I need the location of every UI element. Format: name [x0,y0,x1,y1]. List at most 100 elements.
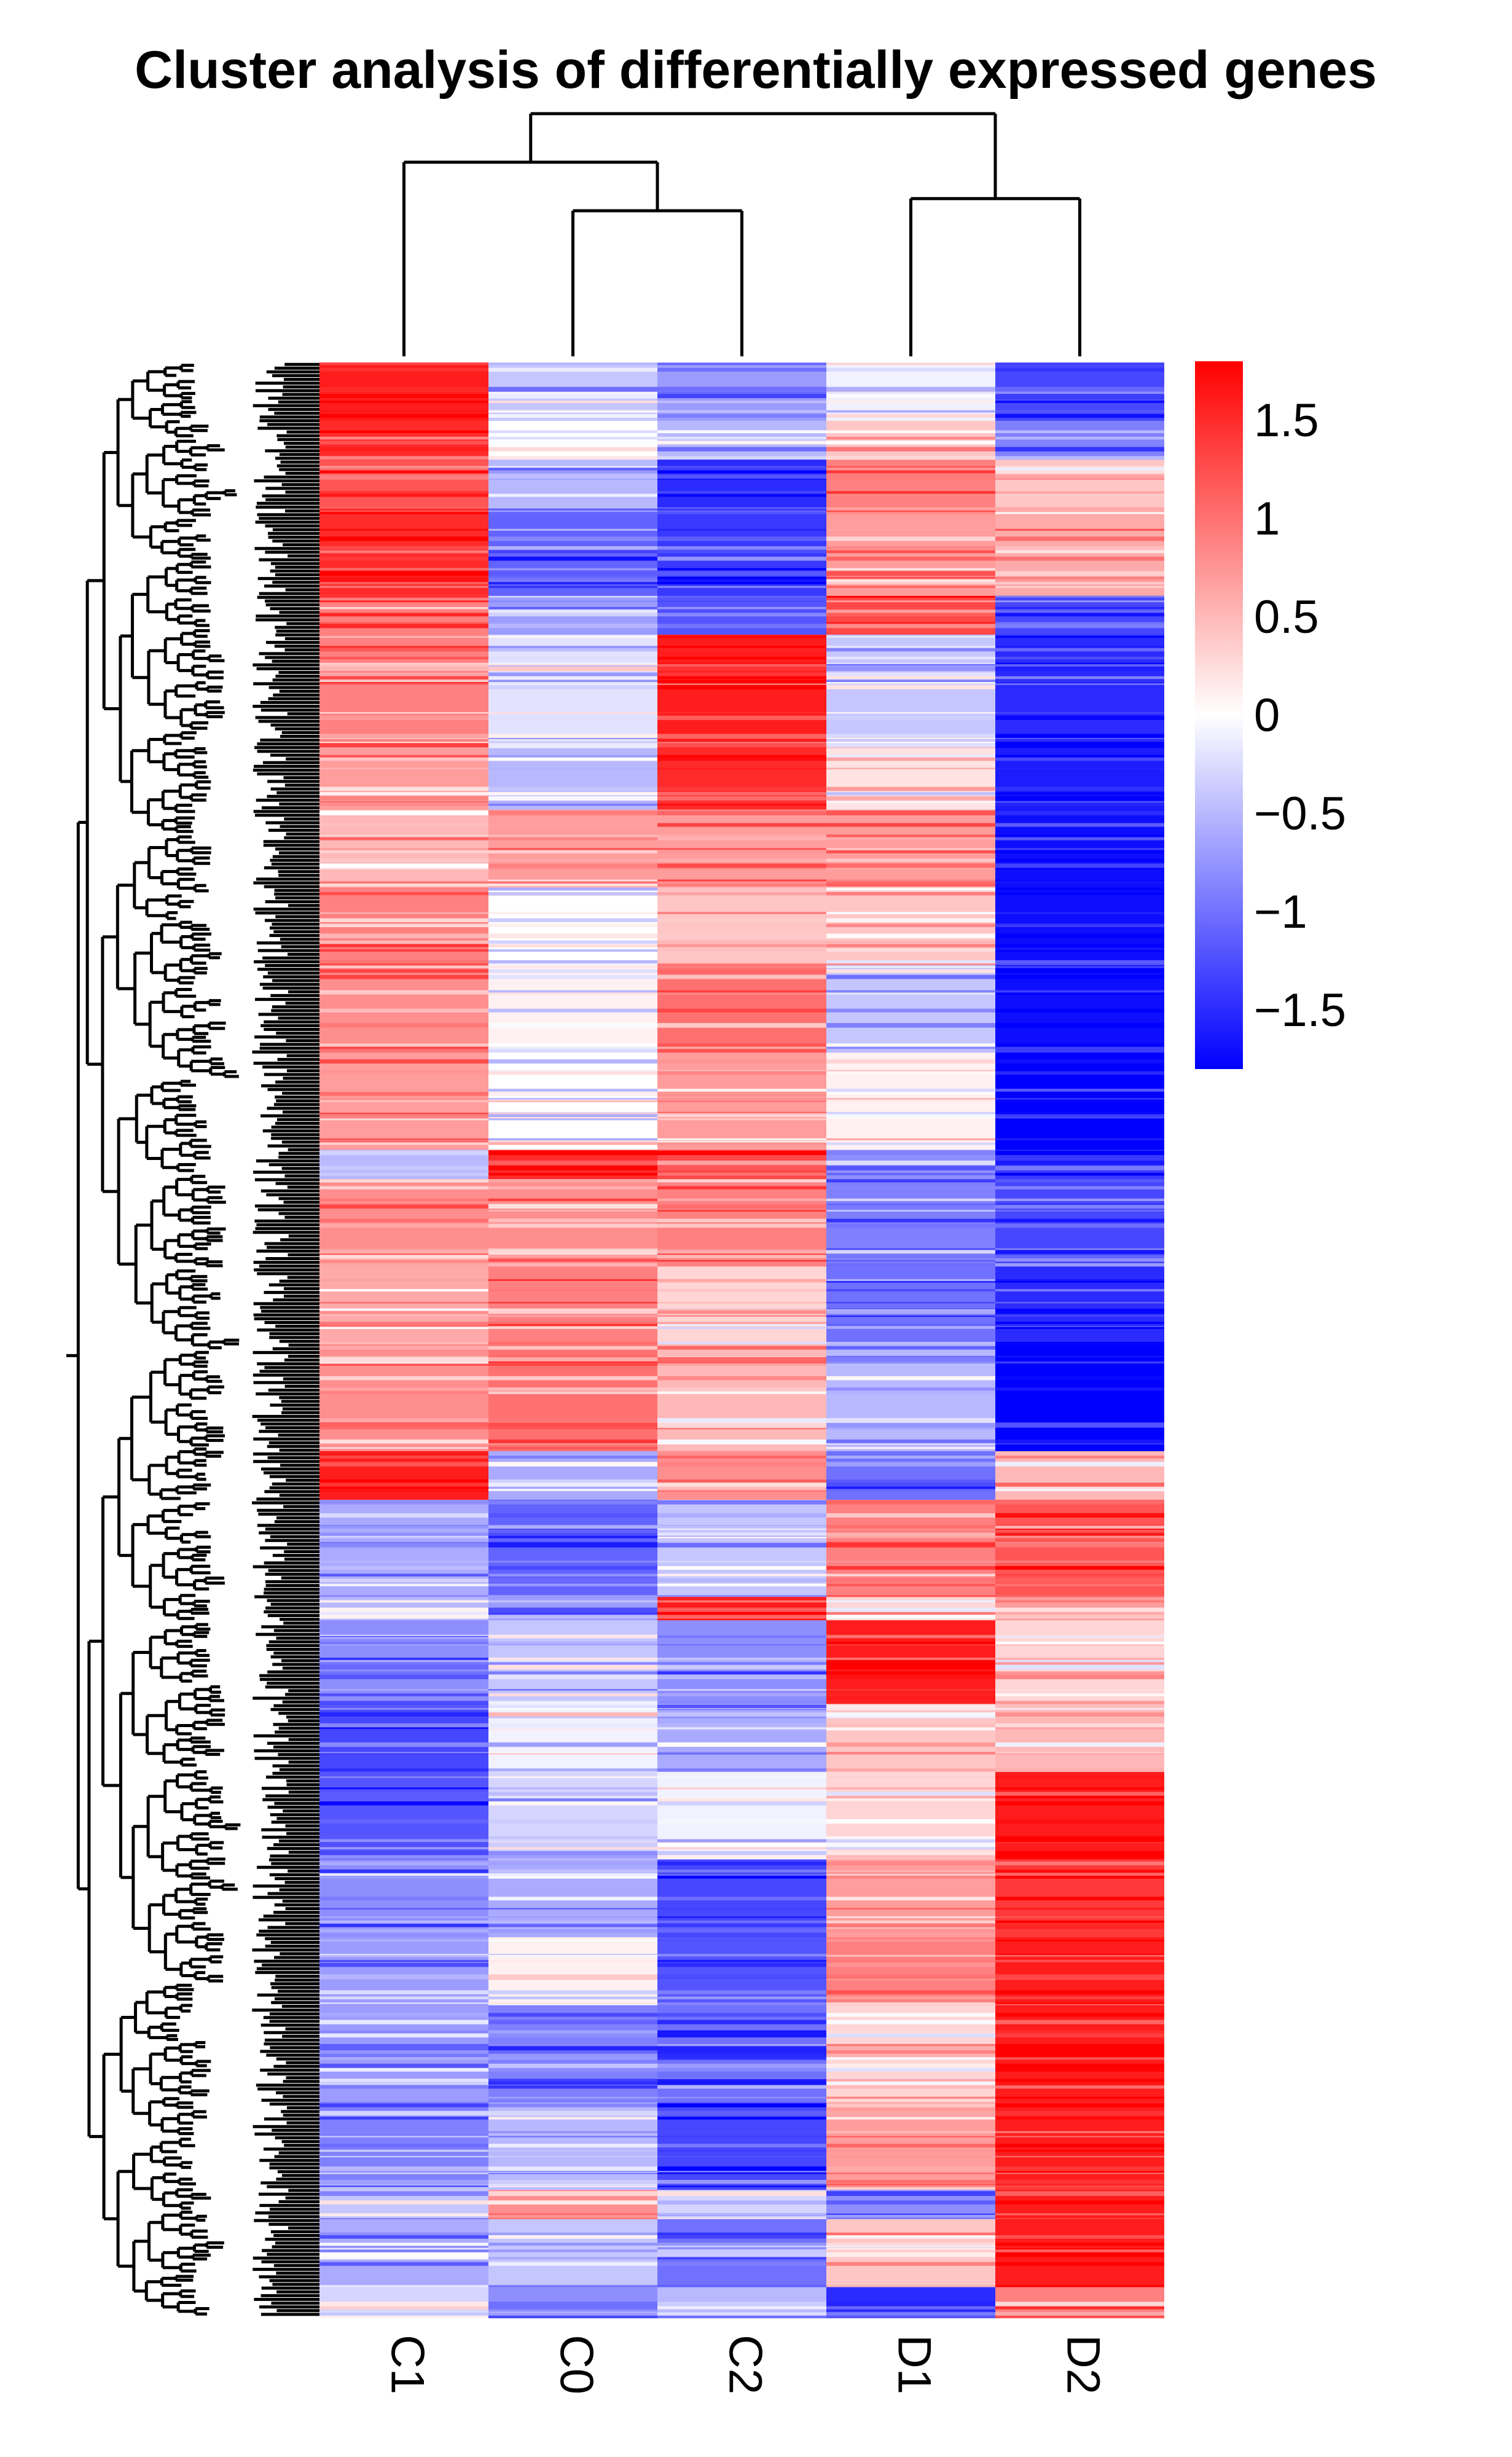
heatmap-stripe [488,441,657,445]
heatmap-stripe [657,792,826,796]
heatmap-stripe [995,367,1164,372]
heatmap-stripe [319,367,488,372]
heatmap-stripe [657,2173,826,2174]
heatmap-stripe [657,1578,826,1583]
heatmap-stripe [319,2117,488,2120]
heatmap-stripe [826,1742,995,1747]
heatmap-stripe [995,2110,1164,2116]
heatmap-stripe [995,2117,1164,2120]
heatmap-stripe [826,2306,995,2310]
heatmap-stripe [657,556,826,561]
heatmap-stripe [995,2063,1164,2068]
heatmap-stripe [657,969,826,973]
heatmap-stripe [657,1704,826,1709]
heatmap-stripe [319,1566,488,1570]
heatmap-stripe [995,756,1164,761]
heatmap-stripe [319,1974,488,1980]
heatmap-stripe [995,1138,1164,1141]
heatmap-stripe [488,960,657,964]
heatmap-stripe [488,2246,657,2247]
heatmap-stripe [319,662,488,665]
heatmap-stripe [319,2136,488,2138]
heatmap-stripe [488,2079,657,2082]
heatmap-stripe [826,512,995,514]
heatmap-cell [488,1451,657,1500]
heatmap-stripe [995,2030,1164,2036]
heatmap-stripe [657,918,826,922]
heatmap-stripe [657,912,826,914]
heatmap-stripe [319,1876,488,1879]
heatmap-stripe [826,1387,995,1391]
heatmap-stripe [319,1489,488,1491]
heatmap-stripe [826,756,995,761]
heatmap-stripe [995,1662,1164,1665]
heatmap-stripe [488,1704,657,1709]
heatmap-stripe [826,580,995,585]
heatmap-stripe [488,571,657,576]
heatmap-stripe [319,712,488,714]
heatmap-stripe [826,466,995,468]
heatmap-stripe [657,1462,826,1467]
heatmap-stripe [995,546,1164,550]
heatmap-stripe [657,2184,826,2185]
heatmap-stripe [488,666,657,672]
heatmap-stripe [657,933,826,939]
heatmap-stripe [319,2103,488,2107]
heatmap-stripe [657,1908,826,1910]
heatmap-stripe [488,834,657,837]
heatmap-stripe [319,1172,488,1176]
heatmap-stripe [995,2255,1164,2260]
heatmap-stripe [995,1418,1164,1423]
heatmap-stripe [319,2171,488,2173]
heatmap-stripe [826,918,995,922]
heatmap-stripe [995,536,1164,541]
heatmap-stripe [488,413,657,418]
heatmap-stripe [319,568,488,571]
heatmap-stripe [657,2232,826,2237]
heatmap-stripe [826,2046,995,2051]
heatmap-stripe [995,2096,1164,2099]
heatmap-stripe [319,1204,488,1209]
heatmap-stripe [319,2184,488,2185]
heatmap-stripe [826,1712,995,1717]
heatmap-stripe [488,1326,657,1329]
heatmap-stripe [826,887,995,891]
heatmap-stripe [995,676,1164,680]
heatmap-stripe [319,1662,488,1665]
heatmap-stripe [995,1939,1164,1942]
heatmap-stripe [657,2110,826,2116]
heatmap-stripe [488,1536,657,1538]
heatmap-stripe [995,2020,1164,2024]
heatmap-stripe [995,685,1164,689]
heatmap-stripe [657,1302,826,1304]
heatmap-stripe [488,1111,657,1114]
heatmap-stripe [657,1098,826,1100]
heatmap-stripe [995,1422,1164,1424]
heatmap-stripe [826,1138,995,1141]
heatmap-stripe [657,2067,826,2072]
heatmap-stripe [319,1542,488,1544]
heatmap-stripe [995,1693,1164,1696]
heatmap-stripe [826,1659,995,1664]
heatmap-stripe [826,1357,995,1362]
heatmap-stripe [319,1543,488,1548]
heatmap-stripe [319,606,488,609]
heatmap-stripe [657,1138,826,1141]
heatmap-stripe [995,362,1164,366]
heatmap-cell [995,1266,1164,1345]
heatmap-stripe [657,1346,826,1350]
heatmap-stripe [319,1861,488,1865]
heatmap-stripe [826,648,995,652]
column-label-d2: D2 [1057,2335,1109,2394]
heatmap-stripe [488,1753,657,1755]
heatmap-stripe [319,1959,488,1962]
heatmap-stripe [826,836,995,841]
heatmap-stripe [826,2110,995,2116]
heatmap-stripe [319,1939,488,1942]
heatmap-stripe [826,1600,995,1603]
heatmap-stripe [319,1279,488,1281]
heatmap-cell [826,420,995,460]
heatmap-stripe [319,676,488,680]
heatmap-stripe [995,1728,1164,1731]
heatmap-stripe [319,850,488,853]
